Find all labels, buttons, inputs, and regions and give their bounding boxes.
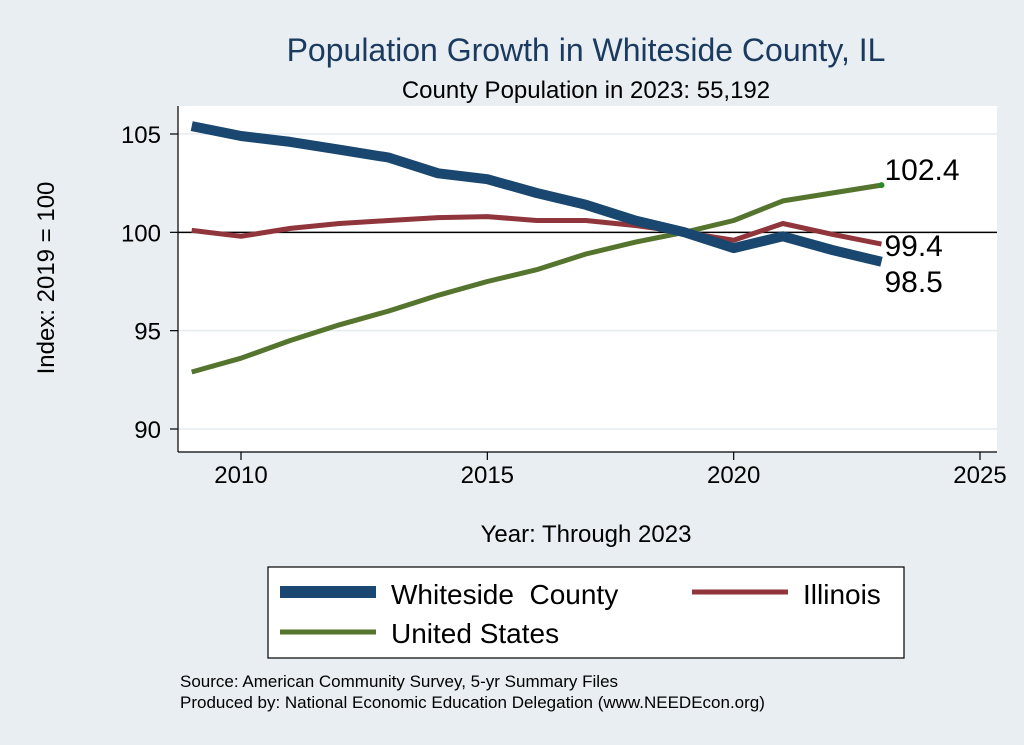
y-tick-label-90: 90 bbox=[134, 417, 161, 444]
end-labels: 98.599.4 102.4 bbox=[884, 154, 959, 299]
series-lines bbox=[190, 121, 885, 375]
x-tick-label-2025: 2025 bbox=[953, 462, 1006, 489]
legend-label-united-states: United States bbox=[391, 618, 559, 649]
chart-subtitle: County Population in 2023: 55,192 bbox=[402, 77, 770, 104]
end-marker-united-states bbox=[878, 182, 885, 189]
legend-box bbox=[267, 566, 905, 659]
end-label-united-states: 102.4 bbox=[884, 154, 959, 187]
source-note: Source: American Community Survey, 5-yr … bbox=[180, 672, 618, 691]
y-tick-label-100: 100 bbox=[121, 220, 161, 247]
series-line-illinois bbox=[191, 214, 882, 247]
plot-area bbox=[178, 106, 997, 452]
x-tick-label-2020: 2020 bbox=[707, 462, 760, 489]
legend-label-illinois: Illinois bbox=[803, 579, 881, 610]
y-tick-label-105: 105 bbox=[121, 122, 161, 149]
legend-label-whiteside: Whiteside County bbox=[391, 579, 618, 610]
chart-title: Population Growth in Whiteside County, I… bbox=[287, 32, 886, 68]
x-axis-label: Year: Through 2023 bbox=[481, 521, 692, 548]
legend: Whiteside County Illinois United States bbox=[267, 566, 905, 659]
producer-note: Produced by: National Economic Education… bbox=[180, 693, 765, 712]
y-axis-label: Index: 2019 = 100 bbox=[33, 182, 60, 375]
y-ticks: 90 95 100 105 bbox=[121, 122, 178, 444]
end-label-illinois: 99.4 bbox=[884, 230, 942, 263]
end-label-whiteside-county: 98.5 bbox=[884, 266, 942, 299]
x-ticks: 2010 2015 2020 2025 bbox=[214, 452, 1007, 489]
x-tick-label-2015: 2015 bbox=[461, 462, 514, 489]
x-tick-label-2010: 2010 bbox=[214, 462, 267, 489]
y-tick-label-95: 95 bbox=[134, 319, 161, 346]
